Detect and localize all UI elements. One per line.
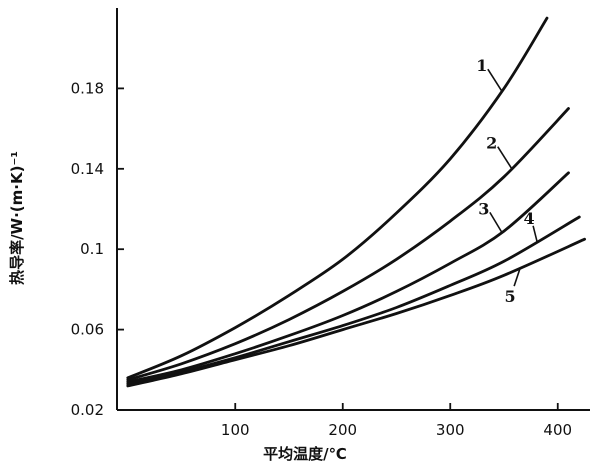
x-tick-label: 300 <box>436 421 465 439</box>
series-label-3: 3 <box>478 199 489 218</box>
series-line-1 <box>126 16 549 380</box>
y-axis-ticks: 0.02 0.06 0.1 0.14 0.18 <box>71 79 124 419</box>
x-axis-ticks: 100 200 300 400 <box>221 403 572 439</box>
y-axis-title: 热导率/W·(m·K)⁻¹ <box>8 151 26 285</box>
x-tick-label: 400 <box>543 421 572 439</box>
series-line-3 <box>126 171 570 384</box>
series-line-2 <box>126 107 570 382</box>
x-tick-label: 200 <box>328 421 357 439</box>
series-label-1: 1 <box>476 56 487 75</box>
curves <box>126 16 586 388</box>
y-tick-label: 0.02 <box>71 401 104 419</box>
series-leader-4 <box>532 225 538 242</box>
x-tick-label: 100 <box>221 421 250 439</box>
y-tick-label: 0.18 <box>71 79 104 97</box>
series-labels: 1 2 3 4 5 <box>476 56 538 306</box>
series-leader-1 <box>487 68 503 92</box>
axes <box>116 8 590 411</box>
y-tick-label: 0.06 <box>71 321 104 339</box>
series-leader-2 <box>497 146 513 170</box>
series-leader-5 <box>513 267 521 287</box>
y-tick-label: 0.14 <box>71 160 104 178</box>
series-label-2: 2 <box>486 134 497 153</box>
x-axis-title: 平均温度/℃ <box>263 445 347 463</box>
y-tick-label: 0.1 <box>80 240 104 258</box>
series-leader-3 <box>489 211 503 233</box>
series-label-5: 5 <box>505 287 516 306</box>
series-line-5 <box>126 237 586 388</box>
series-line-4 <box>126 215 581 386</box>
series-label-4: 4 <box>524 209 535 228</box>
